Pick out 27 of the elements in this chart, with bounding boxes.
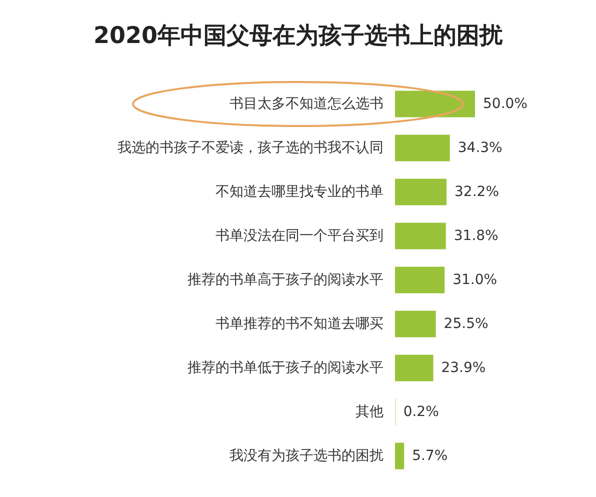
chart-title: 2020年中国父母在为孩子选书上的困扰 xyxy=(93,23,504,49)
y-tick-label: 其他 xyxy=(356,404,384,420)
data-label: 31.8% xyxy=(454,228,498,244)
y-tick-label: 推荐的书单高于孩子的阅读水平 xyxy=(188,272,384,288)
bar xyxy=(395,442,404,470)
y-tick-label: 我选的书孩子不爱读，孩子选的书我不认同 xyxy=(118,140,384,156)
y-tick-label: 书目太多不知道怎么选书 xyxy=(230,96,384,112)
data-label: 25.5% xyxy=(444,316,488,332)
y-tick-label: 书单推荐的书不知道去哪买 xyxy=(216,316,384,332)
data-label: 34.3% xyxy=(458,140,502,156)
data-label: 23.9% xyxy=(441,360,486,376)
y-tick-label: 推荐的书单低于孩子的阅读水平 xyxy=(188,360,384,376)
bar xyxy=(395,310,436,338)
y-tick-label: 我没有为孩子选书的困扰 xyxy=(230,448,384,464)
data-label: 5.7% xyxy=(412,448,448,464)
data-label: 31.0% xyxy=(452,272,498,288)
bar xyxy=(395,178,447,206)
bar xyxy=(395,354,434,382)
data-label: 0.2% xyxy=(403,404,439,420)
bar xyxy=(395,266,445,294)
y-tick-label: 不知道去哪里找专业的书单 xyxy=(216,184,384,200)
data-label: 32.2% xyxy=(454,184,500,200)
bar xyxy=(395,134,450,162)
bar xyxy=(395,222,446,250)
data-label: 50.0% xyxy=(483,96,528,112)
bar xyxy=(395,90,475,118)
y-tick-label: 书单没法在同一个平台买到 xyxy=(216,228,384,244)
